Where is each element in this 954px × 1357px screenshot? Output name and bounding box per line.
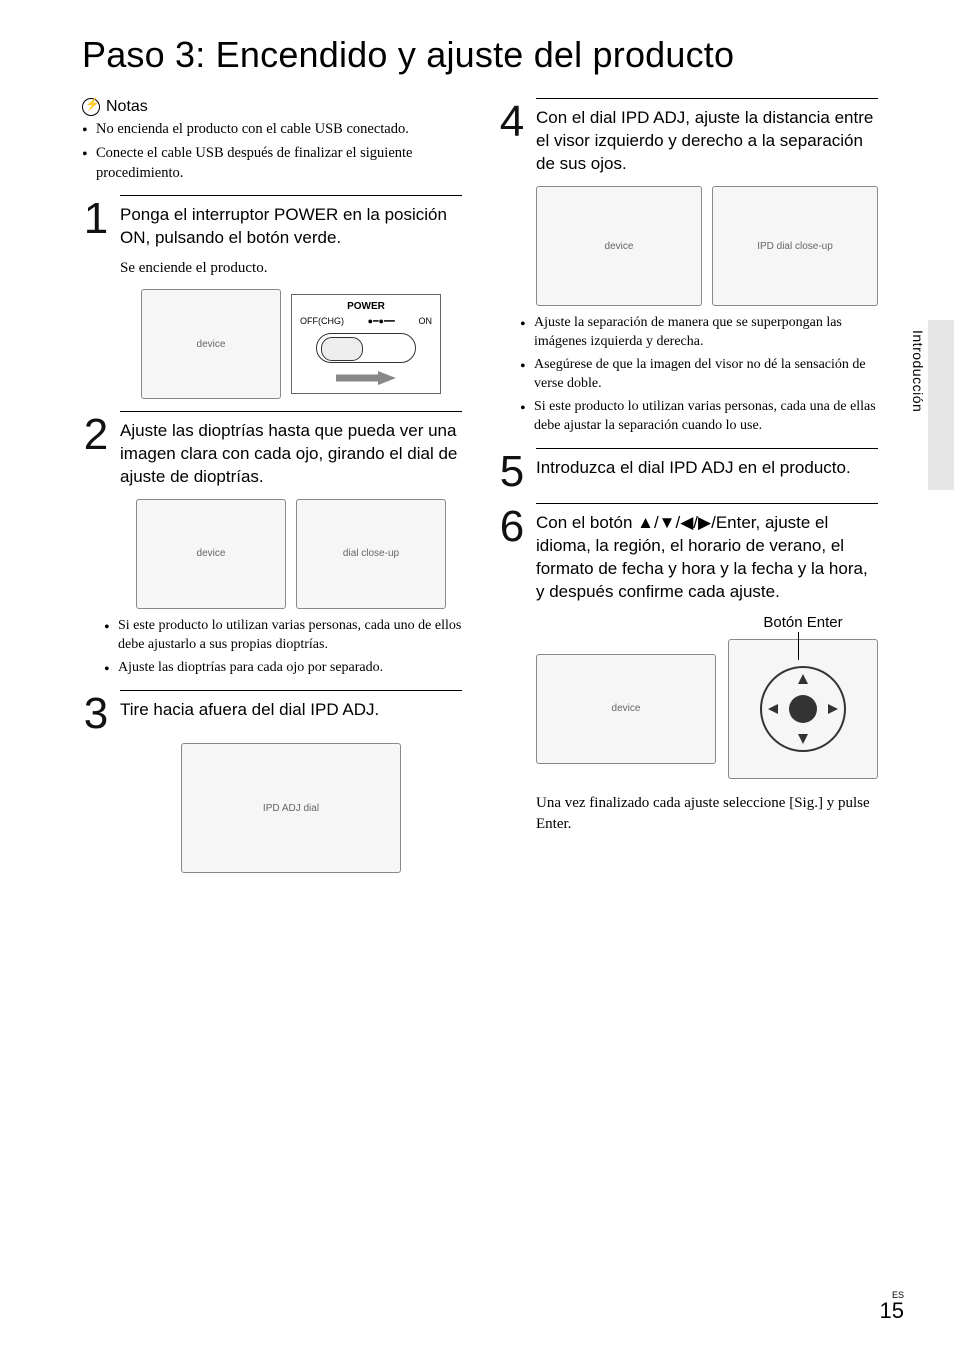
device-closeup-illustration: IPD dial close-up — [712, 186, 878, 306]
step-rule — [120, 690, 462, 691]
step-rule — [120, 411, 462, 412]
page-title: Paso 3: Encendido y ajuste del producto — [82, 34, 904, 76]
two-column-layout: Notas No encienda el producto con el cab… — [82, 98, 904, 879]
step-bullets: Si este producto lo utilizan varias pers… — [82, 617, 462, 678]
step-6: 6 Con el botón ▲/▼/◀/▶/Enter, ajuste el … — [498, 503, 878, 835]
figure-diopter: device dial close-up — [120, 499, 462, 609]
bullet-item: Ajuste las dioptrías para cada ojo por s… — [104, 659, 462, 678]
figure-power: device POWER OFF(CHG) ●━●━━ ON — [120, 289, 462, 399]
notes-icon — [82, 98, 100, 116]
step-text: Con el botón ▲/▼/◀/▶/Enter, ajuste el id… — [536, 512, 878, 604]
step-2: 2 Ajuste las dioptrías hasta que pueda v… — [82, 411, 462, 677]
step-4: 4 Con el dial IPD ADJ, ajuste la distanc… — [498, 98, 878, 435]
step-rule — [536, 503, 878, 504]
figure-ipd-adjust: device IPD dial close-up — [536, 186, 878, 306]
bullet-item: Ajuste la separación de manera que se su… — [520, 314, 878, 352]
power-label: POWER — [347, 301, 385, 312]
step-number: 1 — [82, 199, 110, 239]
enter-button-label: Botón Enter — [728, 614, 878, 631]
step-rule — [120, 195, 462, 196]
note-item: Conecte el cable USB después de finaliza… — [82, 144, 462, 183]
figure-ipd-pull: IPD ADJ dial — [120, 743, 462, 873]
step-text: Introduzca el dial IPD ADJ en el product… — [536, 457, 878, 480]
device-illustration: device — [536, 654, 716, 764]
callout-line — [798, 632, 799, 660]
step-number: 5 — [498, 452, 526, 492]
step-3: 3 Tire hacia afuera del dial IPD ADJ. IP… — [82, 690, 462, 874]
right-column: 4 Con el dial IPD ADJ, ajuste la distanc… — [498, 98, 878, 879]
power-switch-diagram: POWER OFF(CHG) ●━●━━ ON — [291, 294, 441, 394]
notes-header: Notas — [82, 98, 462, 116]
step-result: Se enciende el producto. — [82, 258, 462, 279]
bullet-item: Si este producto lo utilizan varias pers… — [104, 617, 462, 655]
step-bullets: Ajuste la separación de manera que se su… — [498, 314, 878, 435]
notes-list: No encienda el producto con el cable USB… — [82, 120, 462, 183]
step-1: 1 Ponga el interruptor POWER en la posic… — [82, 195, 462, 399]
step-text: Ponga el interruptor POWER en la posició… — [120, 204, 462, 250]
figure-enter-button: Botón Enter device — [536, 614, 878, 779]
step-result: Una vez finalizado cada ajuste seleccion… — [498, 793, 878, 835]
left-column: Notas No encienda el producto con el cab… — [82, 98, 462, 879]
bullet-item: Si este producto lo utilizan varias pers… — [520, 398, 878, 436]
page-number: 15 — [880, 1298, 904, 1323]
device-illustration: device — [536, 186, 702, 306]
note-item: No encienda el producto con el cable USB… — [82, 120, 462, 140]
step-number: 3 — [82, 694, 110, 734]
power-on-label: ON — [418, 316, 432, 327]
step-number: 2 — [82, 415, 110, 455]
section-tab — [928, 320, 954, 490]
step-number: 6 — [498, 507, 526, 547]
power-switch-icon — [316, 333, 416, 363]
device-closeup-illustration: dial close-up — [296, 499, 446, 609]
arrow-right-icon — [336, 371, 396, 385]
section-label: Introducción — [910, 330, 926, 412]
notes-label: Notas — [106, 98, 148, 116]
device-illustration: device — [136, 499, 286, 609]
device-closeup-illustration: IPD ADJ dial — [181, 743, 401, 873]
step-number: 4 — [498, 102, 526, 142]
manual-page: Paso 3: Encendido y ajuste del producto … — [0, 0, 954, 1357]
page-number-block: ES 15 — [880, 1291, 904, 1323]
step-text: Ajuste las dioptrías hasta que pueda ver… — [120, 420, 462, 489]
step-text: Tire hacia afuera del dial IPD ADJ. — [120, 699, 462, 722]
step-text: Con el dial IPD ADJ, ajuste la distancia… — [536, 107, 878, 176]
step-5: 5 Introduzca el dial IPD ADJ en el produ… — [498, 448, 878, 492]
dpad-icon — [758, 664, 848, 754]
step-rule — [536, 448, 878, 449]
power-off-label: OFF(CHG) — [300, 316, 344, 327]
enter-button-closeup — [728, 639, 878, 779]
bullet-item: Asegúrese de que la imagen del visor no … — [520, 356, 878, 394]
device-illustration: device — [141, 289, 281, 399]
step-rule — [536, 98, 878, 99]
